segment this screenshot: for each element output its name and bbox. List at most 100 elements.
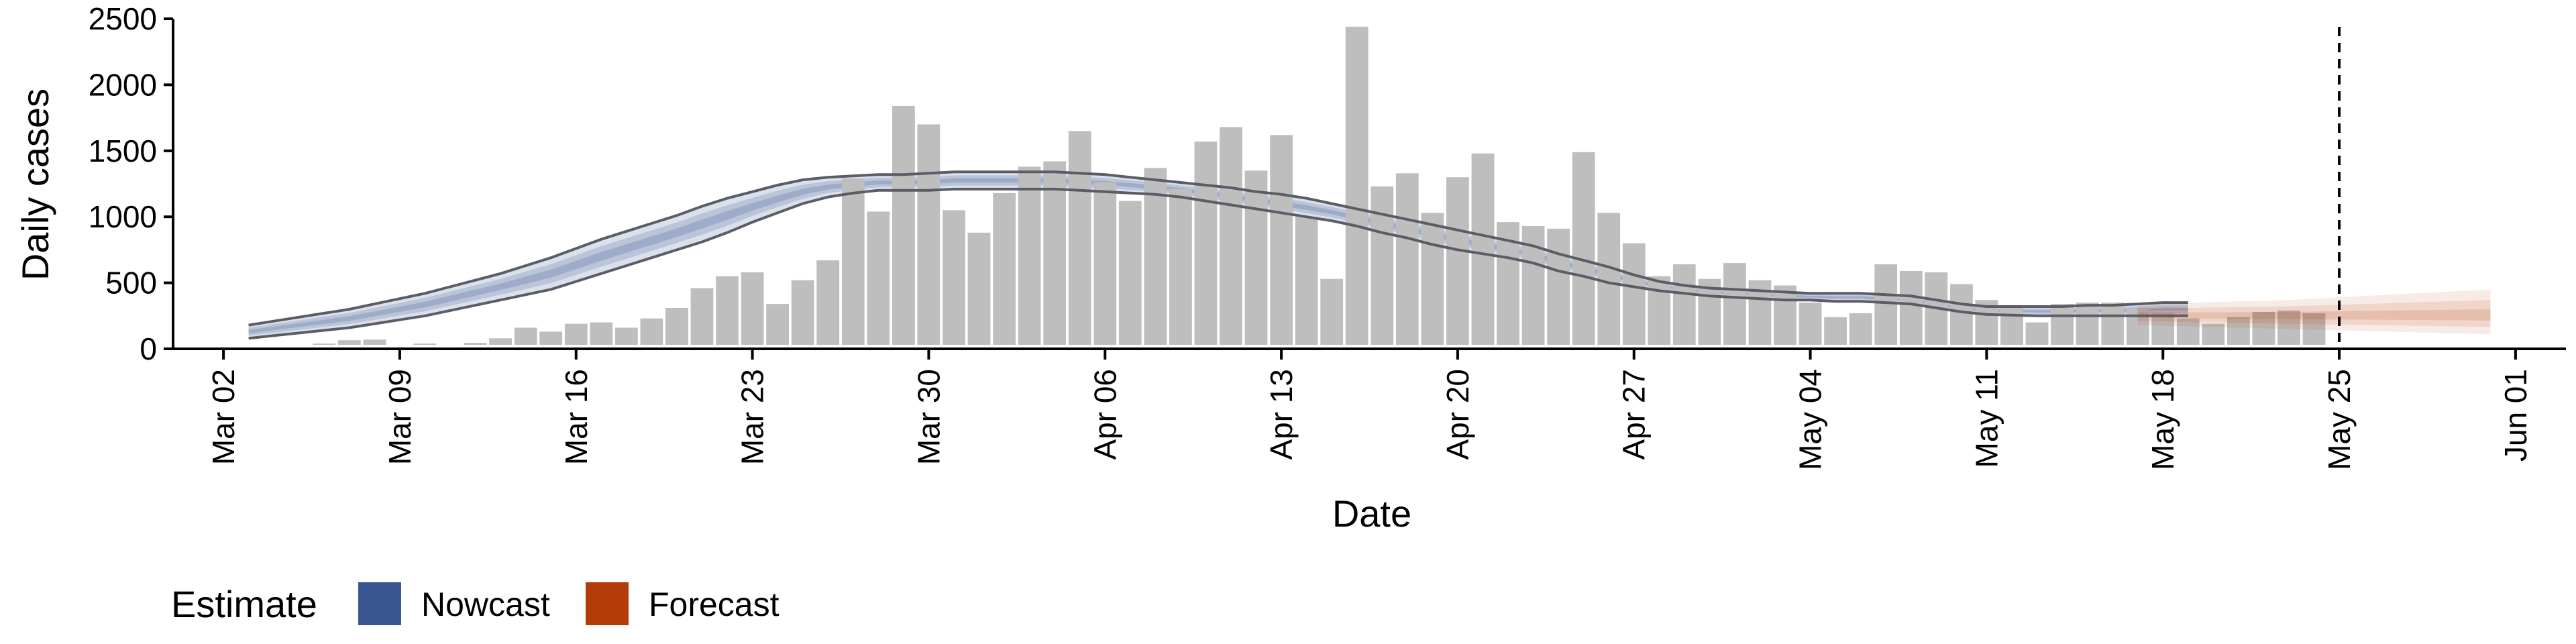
bar bbox=[1799, 303, 1822, 345]
bar bbox=[1547, 228, 1570, 345]
bar bbox=[2051, 304, 2074, 345]
bar bbox=[2277, 310, 2300, 345]
bar bbox=[2101, 303, 2125, 345]
bar bbox=[766, 304, 789, 345]
y-tick-label: 2000 bbox=[89, 67, 157, 102]
bar bbox=[539, 331, 563, 345]
bar bbox=[640, 318, 663, 345]
bar bbox=[1144, 168, 1167, 345]
bar bbox=[892, 105, 915, 345]
bar bbox=[1471, 153, 1495, 345]
x-tick-label: Apr 06 bbox=[1087, 369, 1122, 460]
bar bbox=[1345, 26, 1368, 345]
bar bbox=[841, 178, 865, 345]
nowcast-upper-line bbox=[248, 170, 2188, 327]
x-tick-label: Mar 02 bbox=[206, 369, 241, 465]
bar bbox=[514, 327, 537, 345]
bar bbox=[1244, 170, 1268, 345]
bar bbox=[2000, 305, 2023, 345]
bar bbox=[1220, 127, 1242, 345]
bar bbox=[1622, 243, 1646, 345]
forecast-band-outer bbox=[2137, 289, 2491, 335]
bar bbox=[993, 193, 1016, 345]
forecast-band-inner bbox=[2137, 309, 2491, 321]
bar bbox=[816, 260, 840, 345]
y-axis-title: Daily cases bbox=[14, 89, 56, 280]
bar bbox=[1421, 213, 1444, 345]
nowcast-band-inner bbox=[248, 178, 2188, 333]
legend-label-forecast: Forecast bbox=[649, 586, 780, 623]
bar bbox=[615, 327, 638, 345]
bar bbox=[1774, 285, 1796, 345]
y-tick-label: 2500 bbox=[89, 1, 157, 36]
legend: Estimate Nowcast Forecast bbox=[171, 582, 780, 625]
bar bbox=[943, 210, 965, 345]
bar bbox=[363, 339, 386, 345]
bar bbox=[590, 322, 613, 345]
bar bbox=[2202, 323, 2225, 345]
bar bbox=[741, 272, 764, 345]
bar bbox=[2227, 317, 2250, 345]
y-tick-label: 500 bbox=[105, 266, 157, 301]
bar bbox=[1698, 278, 1721, 345]
bar bbox=[1648, 276, 1671, 345]
x-tick-label: Mar 23 bbox=[735, 369, 770, 465]
x-tick-label: Apr 27 bbox=[1617, 369, 1652, 460]
bar bbox=[1849, 313, 1872, 345]
bar bbox=[1043, 161, 1067, 345]
bar bbox=[1395, 173, 1419, 345]
bar bbox=[1270, 135, 1293, 345]
x-tick-label: Jun 01 bbox=[2498, 369, 2533, 462]
nowcast-lower-line bbox=[248, 187, 2188, 340]
bar bbox=[1874, 264, 1898, 345]
bars bbox=[313, 26, 2326, 345]
legend-swatch-forecast bbox=[586, 582, 629, 625]
x-tick-label: Mar 16 bbox=[559, 369, 594, 465]
bar bbox=[1118, 201, 1142, 345]
x-tick-label: Apr 13 bbox=[1264, 369, 1299, 460]
forecast-bands bbox=[2137, 289, 2491, 335]
nowcast-band-outer bbox=[248, 172, 2188, 339]
bar bbox=[564, 323, 588, 345]
bar bbox=[1723, 263, 1746, 345]
bar bbox=[1597, 213, 1621, 345]
bar bbox=[1169, 189, 1192, 345]
bar bbox=[665, 308, 688, 345]
bar bbox=[917, 124, 941, 345]
y-tick-label: 1500 bbox=[89, 133, 157, 168]
bar bbox=[1572, 152, 1595, 345]
forecast-band-middle bbox=[2137, 300, 2491, 327]
bar bbox=[337, 340, 361, 345]
x-tick-label: Mar 09 bbox=[382, 369, 417, 465]
bar bbox=[716, 276, 739, 345]
bar bbox=[690, 288, 714, 345]
x-tick-label: Apr 20 bbox=[1440, 369, 1475, 460]
bar bbox=[967, 232, 991, 345]
bar bbox=[1446, 177, 1469, 345]
bar bbox=[1068, 131, 1091, 345]
legend-swatch-nowcast bbox=[358, 582, 401, 625]
bar bbox=[1950, 284, 1973, 345]
nowcast-band-middle bbox=[248, 175, 2188, 336]
y-tick-label: 0 bbox=[140, 331, 157, 366]
x-tick-label: Mar 30 bbox=[911, 369, 946, 465]
bar bbox=[2302, 313, 2326, 345]
bar bbox=[2252, 311, 2275, 345]
bar bbox=[1824, 317, 1847, 345]
bar bbox=[1899, 270, 1923, 345]
x-tick-label: May 11 bbox=[1969, 369, 2004, 468]
bar bbox=[2151, 311, 2175, 345]
bar bbox=[313, 343, 336, 345]
x-axis-title: Date bbox=[1332, 492, 1411, 535]
axes: 0 500 1000 1500 2000 2500 Mar 02 Mar 09 Mar 16 Ma… bbox=[89, 1, 2566, 470]
bar bbox=[1194, 142, 1218, 345]
x-tick-label: May 25 bbox=[2322, 369, 2357, 470]
bar bbox=[1018, 166, 1041, 345]
x-tick-label: May 18 bbox=[2145, 369, 2180, 470]
bar bbox=[2025, 322, 2049, 345]
bar bbox=[1672, 264, 1696, 345]
legend-title: Estimate bbox=[171, 583, 317, 625]
bar bbox=[1320, 278, 1344, 345]
x-tick-label: May 04 bbox=[1793, 369, 1828, 470]
